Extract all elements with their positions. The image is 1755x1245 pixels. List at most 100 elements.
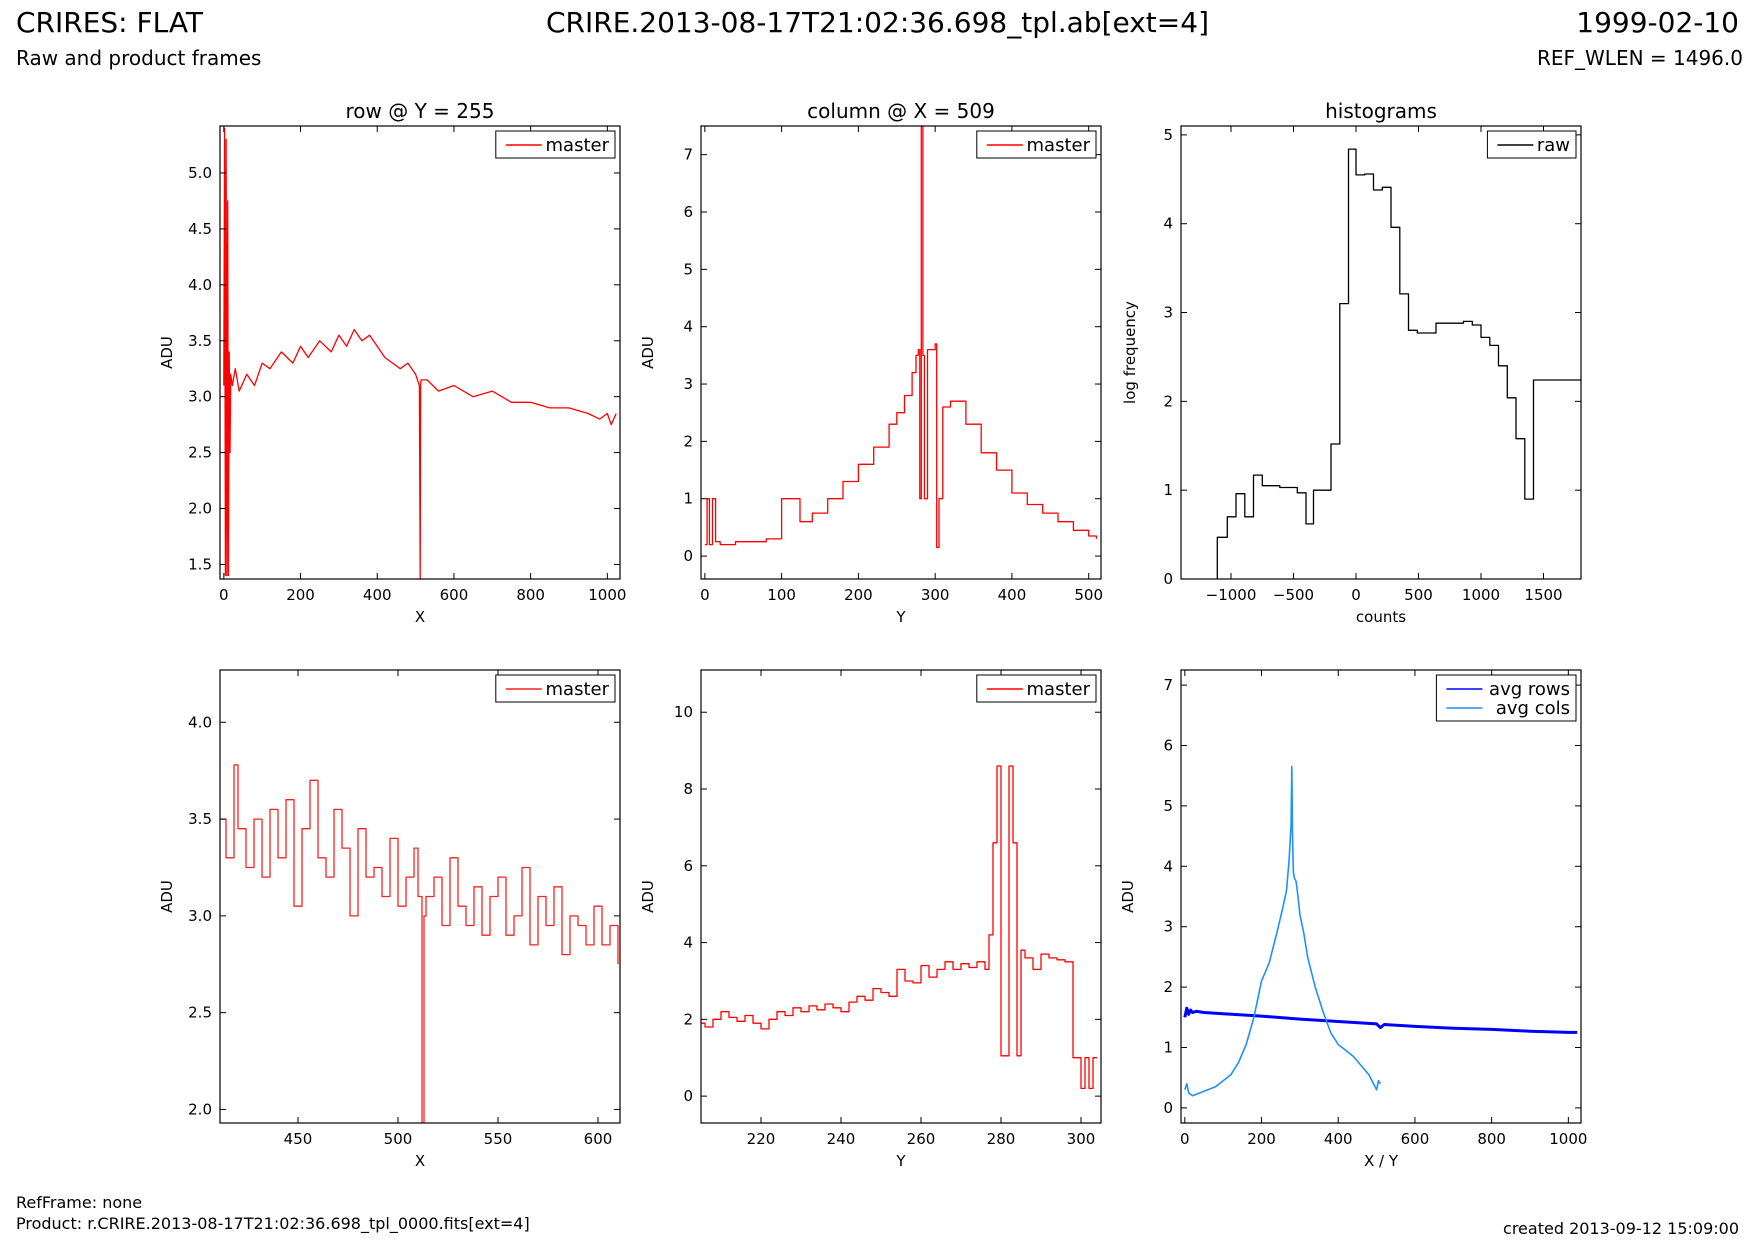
- x-tick-label: 1500: [1524, 586, 1562, 604]
- x-tick-label: 800: [1477, 1130, 1506, 1148]
- chart-row: 0 200 400 600 800 1000 1.5 2.0 2.5 3.0 3.5 4.0 4.5 5.…: [158, 99, 626, 626]
- legend-box: [1435, 674, 1577, 722]
- y-axis-label: ADU: [158, 336, 176, 369]
- y-tick-label: 0: [683, 547, 693, 565]
- x-tick-label: 260: [907, 1130, 936, 1148]
- x-tick-label: 450: [284, 1130, 313, 1148]
- created-label: created 2013-09-12 15:09:00: [1503, 1219, 1739, 1238]
- legend-label: master: [546, 679, 610, 700]
- page-subtitle: Raw and product frames: [16, 46, 262, 70]
- y-axis-label: ADU: [158, 880, 176, 913]
- chart-column: 0 100 200 300 400 500 0 1 2 3 4 5 6 7 column @ X = 509…: [639, 99, 1103, 626]
- plot-frame: [219, 669, 621, 1124]
- legend-label: avg cols: [1496, 698, 1570, 719]
- product-label: Product: r.CRIRE.2013-08-17T21:02:36.698…: [16, 1214, 530, 1233]
- chart-avg: 0 200 400 600 800 1000 0 1 2 3 4 5 6 7 X / Y ADU avg row…: [1119, 669, 1587, 1170]
- x-tick-label: 400: [998, 586, 1027, 604]
- y-tick-label: 5: [1163, 126, 1173, 144]
- y-tick-label: 6: [683, 203, 693, 221]
- y-axis-label: log frequency: [1121, 301, 1139, 404]
- file-name: CRIRE.2013-08-17T21:02:36.698_tpl.ab[ext…: [545, 6, 1209, 39]
- plot-frame: [700, 125, 1102, 580]
- x-tick-label: 240: [827, 1130, 856, 1148]
- x-tick-label: 500: [1074, 586, 1103, 604]
- x-tick-label: 1000: [1549, 1130, 1587, 1148]
- y-tick-label: 3: [1163, 918, 1173, 936]
- page-title: CRIRES: FLAT: [16, 6, 203, 39]
- chart-hist: −1000 −500 0 500 1000 1500 0 1 2 3 4 5 histograms cou…: [1121, 99, 1582, 626]
- x-tick-label: 200: [286, 586, 315, 604]
- y-tick-label: 3: [683, 375, 693, 393]
- legend: raw: [1486, 130, 1577, 159]
- ref-wlen-label: REF_WLEN = 1496.0: [1536, 46, 1743, 70]
- x-tick-label: 1000: [1462, 586, 1500, 604]
- x-tick-label: 200: [1247, 1130, 1276, 1148]
- x-axis-label: Y: [895, 1152, 906, 1170]
- x-tick-label: 300: [921, 586, 950, 604]
- x-tick-label: 500: [1404, 586, 1433, 604]
- y-tick-label: 2.5: [188, 1004, 212, 1022]
- x-tick-label: 400: [1324, 1130, 1353, 1148]
- y-tick-label: 2: [683, 432, 693, 450]
- series-line-master: [704, 126, 1098, 549]
- series-line-master: [223, 127, 617, 579]
- series-line-avg-rows: [1183, 1006, 1578, 1034]
- y-tick-label: 5.0: [188, 164, 212, 182]
- x-tick-label: −1000: [1206, 586, 1257, 604]
- x-tick-label: 550: [484, 1130, 513, 1148]
- y-tick-label: 2: [683, 1010, 693, 1028]
- y-tick-label: 1.5: [188, 555, 212, 573]
- legend-label: raw: [1537, 135, 1570, 156]
- y-tick-label: 5: [1163, 797, 1173, 815]
- y-axis-label: ADU: [639, 880, 657, 913]
- plot-frame: [1180, 125, 1582, 580]
- y-tick-label: 2: [1163, 392, 1173, 410]
- y-tick-label: 1: [683, 490, 693, 508]
- x-tick-label: 600: [440, 586, 469, 604]
- y-tick-label: 3.0: [188, 388, 212, 406]
- x-tick-label: 400: [363, 586, 392, 604]
- y-tick-label: 0: [683, 1087, 693, 1105]
- y-tick-label: 2.0: [188, 500, 212, 518]
- y-tick-label: 2.5: [188, 444, 212, 462]
- y-tick-label: 4.5: [188, 220, 212, 238]
- date-label: 1999-02-10: [1576, 6, 1739, 39]
- y-tick-label: 4: [683, 318, 693, 336]
- y-tick-label: 2: [1163, 978, 1173, 996]
- chart-title: column @ X = 509: [807, 99, 995, 123]
- series-line-avg-cols: [1184, 765, 1382, 1097]
- y-tick-label: 3: [1163, 304, 1173, 322]
- x-tick-label: 0: [1180, 1130, 1190, 1148]
- legend: master: [976, 130, 1097, 159]
- y-tick-label: 7: [683, 146, 693, 164]
- chart-title: histograms: [1325, 99, 1437, 123]
- y-tick-label: 4: [1163, 857, 1173, 875]
- plot-frame: [700, 669, 1102, 1124]
- x-axis-label: X: [415, 608, 425, 626]
- x-tick-label: 0: [219, 586, 229, 604]
- chart-column-zoom: 220 240 260 280 300 0 2 4 6 8 10 Y ADU master: [639, 669, 1102, 1170]
- series-line-raw: [1216, 148, 1581, 579]
- y-tick-label: 4: [683, 934, 693, 952]
- y-tick-label: 3.0: [188, 907, 212, 925]
- x-axis-label: X / Y: [1364, 1152, 1399, 1170]
- series-line-master: [701, 765, 1097, 1090]
- y-tick-label: 1: [1163, 1039, 1173, 1057]
- y-tick-label: 4: [1163, 215, 1173, 233]
- legend-label: avg rows: [1489, 679, 1570, 700]
- chart-row-zoom: 450 500 550 600 2.0 2.5 3.0 3.5 4.0 X ADU master: [158, 669, 621, 1170]
- y-tick-label: 2.0: [188, 1100, 212, 1118]
- plot-frame: [219, 125, 621, 580]
- y-axis-label: ADU: [639, 336, 657, 369]
- x-tick-label: 500: [384, 1130, 413, 1148]
- x-tick-label: 0: [1351, 586, 1361, 604]
- x-tick-label: 200: [844, 586, 873, 604]
- legend: master: [495, 130, 616, 159]
- y-tick-label: 3.5: [188, 332, 212, 350]
- x-tick-label: 600: [1401, 1130, 1430, 1148]
- y-tick-label: 5: [683, 260, 693, 278]
- y-tick-label: 6: [683, 857, 693, 875]
- y-axis-label: ADU: [1119, 880, 1137, 913]
